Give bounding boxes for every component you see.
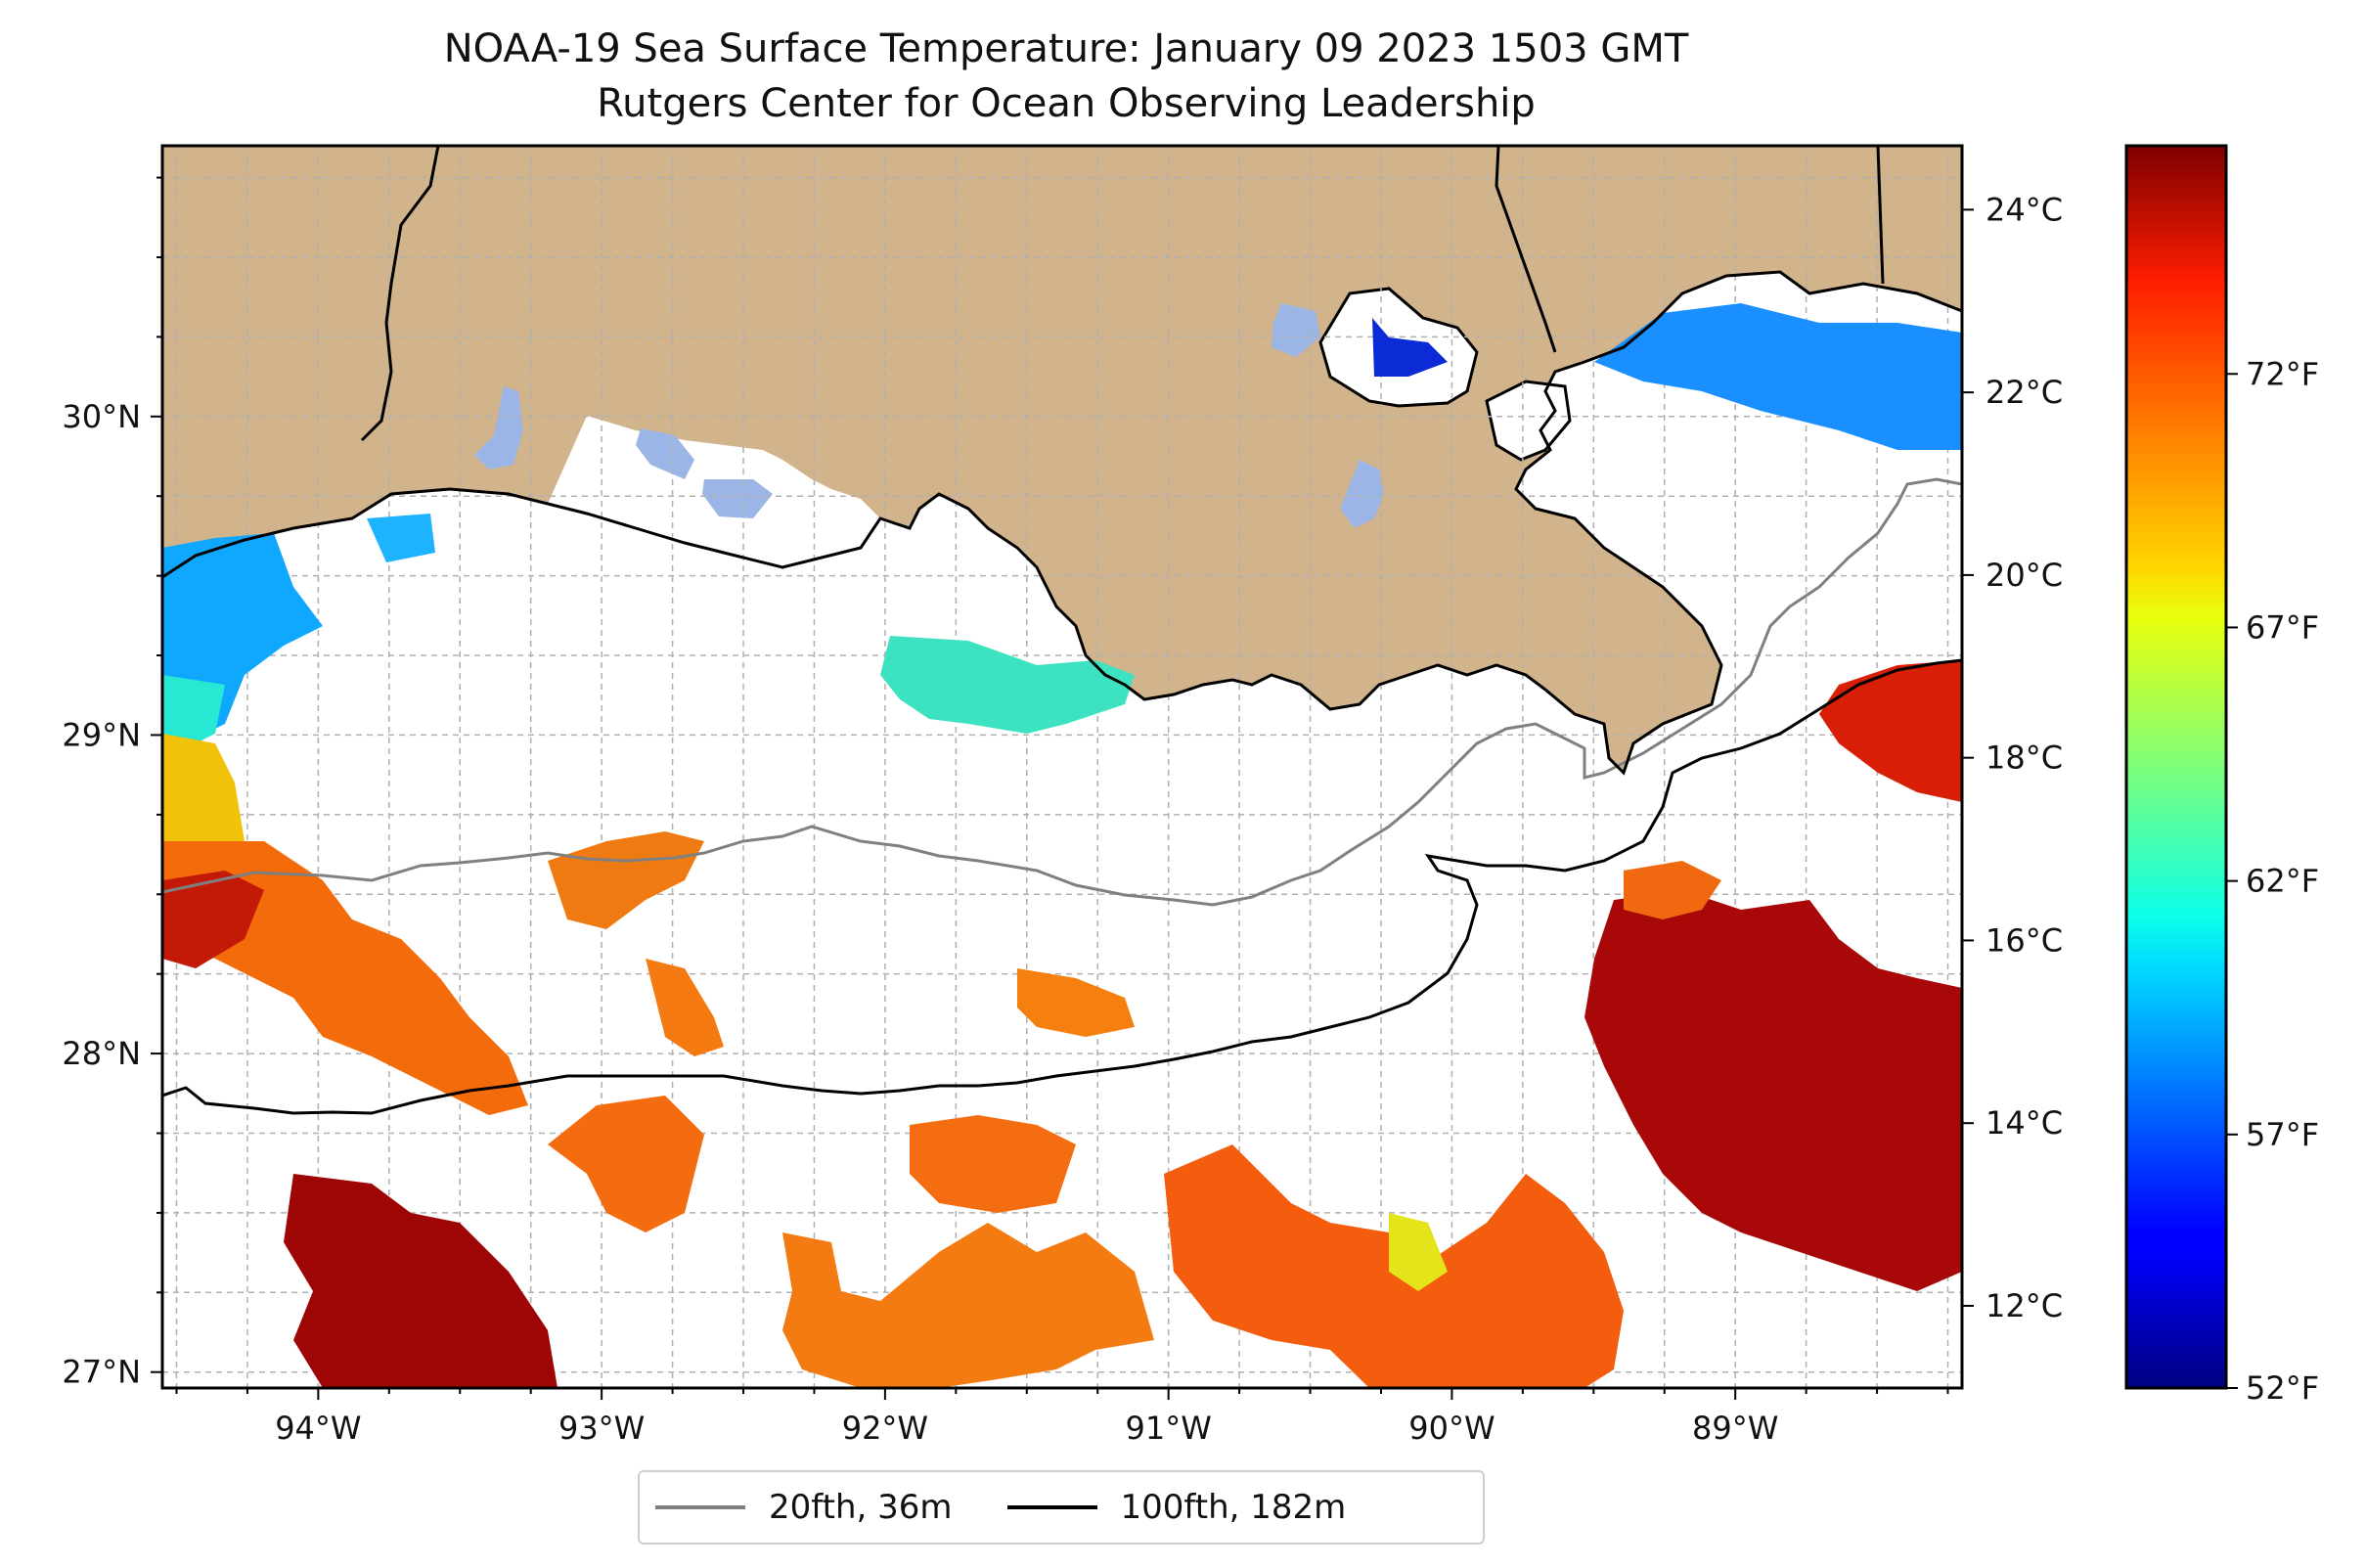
lake-maurepas xyxy=(1272,303,1320,357)
isobath-legend: 20fth, 36m 100fth, 182m xyxy=(638,1470,1485,1545)
lon-tick-label: 90°W xyxy=(1408,1410,1495,1447)
lat-tick-label: 27°N xyxy=(62,1354,141,1391)
celsius-tick-label: 22°C xyxy=(1986,374,2063,411)
sst-patch-mid-orange-2 xyxy=(548,1096,704,1232)
celsius-tick-label: 20°C xyxy=(1986,557,2063,594)
celsius-tick-label: 16°C xyxy=(1986,921,2063,959)
map-axis-ticks: 94°W 93°W 92°W 91°W 90°W 89°W 27°N 28°N 29°N 30°N xyxy=(62,176,1949,1447)
celsius-tick-label: 14°C xyxy=(1986,1104,2063,1142)
lon-tick-label: 92°W xyxy=(842,1410,928,1447)
state-border xyxy=(360,146,440,442)
fahrenheit-tick-label: 57°F xyxy=(2246,1116,2319,1153)
isobath-20fth xyxy=(162,477,1962,907)
sst-patch-mid-orange-4 xyxy=(910,1115,1076,1213)
legend-item-20fth: 20fth, 36m xyxy=(655,1488,953,1527)
sst-patch-east-red-ne xyxy=(1819,660,1962,802)
land-louisiana xyxy=(162,146,1962,773)
sst-patch-lake-dark-blue xyxy=(1372,318,1448,377)
sst-patch-west-red xyxy=(162,871,264,968)
sst-patch-mid-orange-3 xyxy=(782,1223,1154,1388)
lake-grand xyxy=(636,428,694,479)
sst-patch-nshelf-cyan xyxy=(880,636,1135,734)
sst-patches xyxy=(162,303,1962,1388)
sst-patch-ne-blue xyxy=(1594,303,1962,450)
sst-patch-shelf-orange xyxy=(548,831,704,929)
map-title: NOAA-19 Sea Surface Temperature: January… xyxy=(443,26,1689,71)
sst-patch-east-dark xyxy=(1584,890,1962,1291)
lat-tick-label: 30°N xyxy=(62,398,141,435)
sst-patch-east-yellow xyxy=(1389,1213,1448,1291)
lon-tick-label: 89°W xyxy=(1692,1410,1778,1447)
celsius-tick-label: 18°C xyxy=(1986,739,2063,777)
celsius-tick-label: 12°C xyxy=(1986,1287,2063,1324)
map-frame xyxy=(160,144,1964,1390)
colorbar xyxy=(2124,144,2228,1390)
map-subtitle: Rutgers Center for Ocean Observing Leade… xyxy=(597,81,1536,126)
lake-calcasieu xyxy=(474,386,523,470)
sst-patch-east-orange-north xyxy=(1624,861,1721,919)
sst-patch-west-cyan xyxy=(162,675,225,753)
legend-label-20fth: 20fth, 36m xyxy=(769,1488,953,1527)
fahrenheit-tick-label: 62°F xyxy=(2246,863,2319,900)
sst-patch-west-yellow xyxy=(162,734,245,861)
map-plot-area xyxy=(162,146,1962,1388)
lake-verret xyxy=(1340,460,1384,528)
fahrenheit-tick-label: 52°F xyxy=(2246,1369,2319,1407)
legend-label-100fth: 100fth, 182m xyxy=(1120,1488,1347,1527)
sst-patch-mid-orange-1 xyxy=(646,959,724,1056)
sst-patch-mid-orange-5 xyxy=(1017,968,1135,1037)
isobath-100fth xyxy=(162,658,1962,1115)
sst-patch-sw-dark xyxy=(284,1174,558,1388)
state-border-al xyxy=(1876,146,1885,285)
fahrenheit-tick-label: 67°F xyxy=(2246,608,2319,646)
legend-line-20fth xyxy=(655,1505,745,1509)
lake-white xyxy=(702,479,773,518)
legend-item-100fth: 100fth, 182m xyxy=(1006,1488,1347,1527)
lon-tick-label: 93°W xyxy=(558,1410,645,1447)
legend-line-100fth xyxy=(1006,1505,1097,1509)
sst-patch-coast-blue xyxy=(367,514,435,562)
coastline xyxy=(162,270,1962,776)
lat-tick-label: 29°N xyxy=(62,716,141,753)
lon-tick-label: 94°W xyxy=(275,1410,361,1447)
colorbar-ticks: 12°C 14°C 16°C 18°C 20°C 22°C 24°C 52°F 57°F 62°F… xyxy=(1962,191,2319,1407)
celsius-tick-label: 24°C xyxy=(1986,191,2063,228)
fahrenheit-tick-label: 72°F xyxy=(2246,355,2319,392)
lon-tick-label: 91°W xyxy=(1125,1410,1211,1447)
lat-tick-label: 28°N xyxy=(62,1035,141,1072)
state-border-ms xyxy=(1495,146,1557,353)
